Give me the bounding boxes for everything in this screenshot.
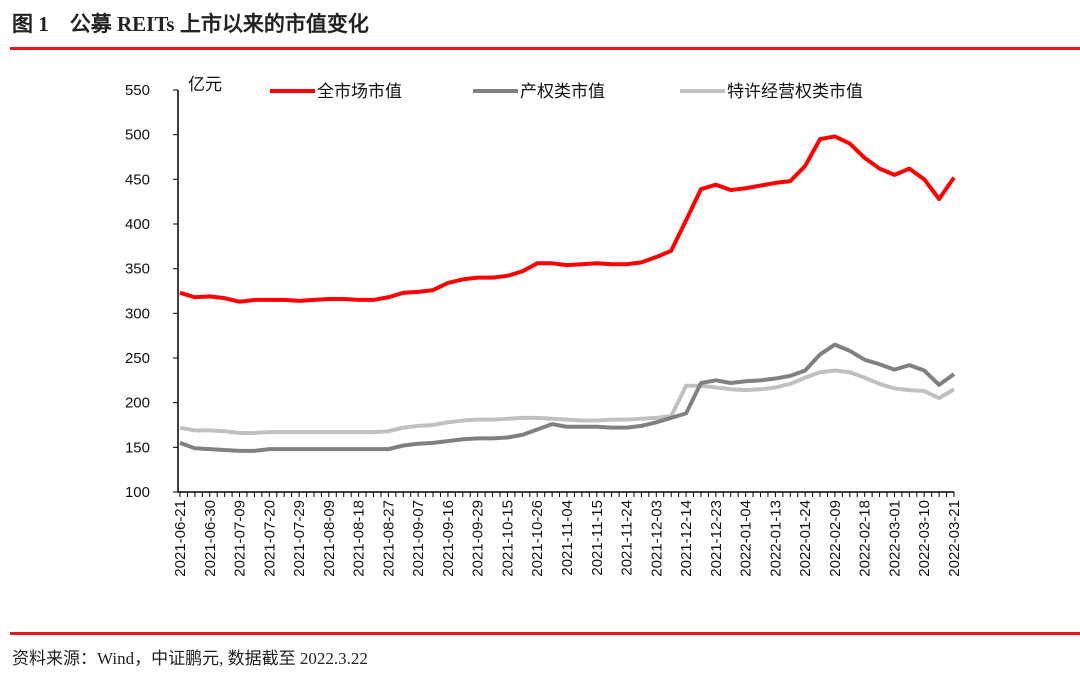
x-tick-label: 2021-12-23 [708,500,725,577]
x-tick-label: 2021-11-24 [619,500,636,576]
y-axis-unit-label: 亿元 [188,75,222,95]
series-line-2 [179,368,956,436]
x-tick-label: 2021-12-14 [678,500,695,577]
legend-label: 产权类市值 [520,82,605,102]
x-tick-label: 2022-03-21 [946,500,963,577]
x-tick-label: 2021-06-21 [172,500,189,577]
x-tick-label: 2021-09-16 [440,500,457,577]
title-divider [10,47,1080,50]
x-tick-label: 2022-02-18 [857,500,874,577]
series-line-0 [179,134,956,304]
y-tick-label: 400 [125,216,150,233]
x-tick-label: 2022-01-04 [738,500,755,577]
y-tick-label: 150 [125,439,150,456]
x-tick-label: 2021-11-15 [589,500,606,576]
x-tick-label: 2021-12-03 [648,500,665,577]
x-tick-label: 2021-08-18 [351,500,368,577]
series-line-1 [179,342,956,453]
y-tick-label: 300 [125,305,150,322]
x-tick-label: 2021-07-09 [232,500,249,577]
y-tick-label: 100 [125,484,150,501]
y-tick-label: 500 [125,127,150,144]
y-tick-label: 550 [125,82,150,99]
x-tick-label: 2021-11-04 [559,500,576,576]
x-tick-label: 2022-01-13 [767,500,784,577]
figure-title: 图 1 公募 REITs 上市以来的市值变化 [12,12,369,36]
x-tick-label: 2022-02-09 [827,500,844,577]
legend-label: 特许经营权类市值 [727,82,863,102]
x-tick-label: 2021-08-09 [321,500,338,577]
x-tick-label: 2022-01-24 [797,500,814,577]
x-tick-label: 2021-10-26 [529,500,546,577]
legend-label: 全市场市值 [317,82,402,102]
x-tick-label: 2022-03-01 [886,500,903,577]
y-tick-label: 350 [125,261,150,278]
x-tick-label: 2021-06-30 [202,500,219,577]
x-tick-label: 2021-09-29 [470,500,487,577]
footer-divider [10,632,1080,635]
y-tick-label: 450 [125,171,150,188]
x-tick-label: 2022-03-10 [916,500,933,577]
x-tick-label: 2021-09-07 [410,500,427,577]
source-note: 资料来源：Wind，中证鹏元, 数据截至 2022.3.22 [12,649,368,668]
x-tick-label: 2021-07-20 [261,500,278,577]
market-value-chart: 100 150 200 250 300 350 400 450 500 550 2021-06-21… [125,75,963,577]
y-tick-label: 200 [125,395,150,412]
x-tick-label: 2021-10-15 [499,500,516,577]
x-tick-label: 2021-07-29 [291,500,308,577]
y-tick-label: 250 [125,350,150,367]
x-tick-label: 2021-08-27 [380,500,397,577]
